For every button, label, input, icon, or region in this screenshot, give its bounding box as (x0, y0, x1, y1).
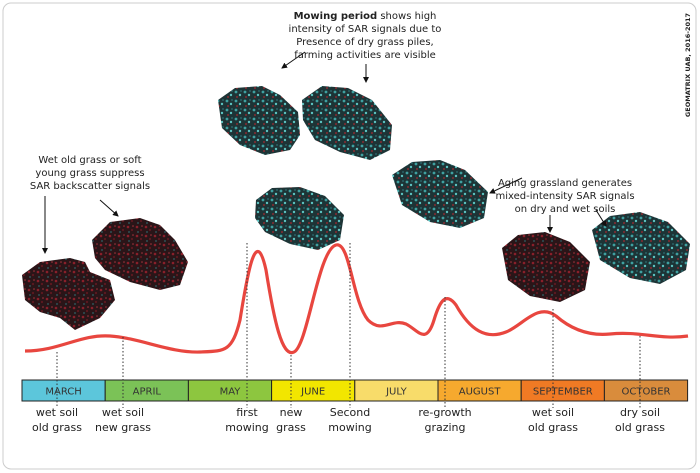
annotation-line: mixed-intensity SAR signals (495, 191, 634, 202)
stage-label: grass (276, 421, 306, 434)
annotation-line: shows high (377, 11, 436, 22)
month-label: JUNE (300, 387, 325, 398)
mowing-annotation: Mowing period shows high (294, 11, 437, 22)
stage-label: Second (330, 406, 370, 419)
stage-label: new grass (95, 421, 151, 434)
stage-label: old grass (528, 421, 578, 434)
stage-label: wet soil (36, 406, 78, 419)
annotation-line: Wet old grass or soft (38, 155, 141, 166)
stage-label: wet soil (102, 406, 144, 419)
annotation-line: young grass suppress (35, 168, 144, 179)
stage-label: grazing (424, 421, 465, 434)
stage-label: old grass (32, 421, 82, 434)
annotation-line: Presence of dry grass piles, (296, 37, 433, 48)
month-label: SEPTEMBER (533, 387, 593, 398)
month-label: MARCH (45, 387, 81, 398)
stage-label: wet soil (532, 406, 574, 419)
stage-label: re-growth (418, 406, 471, 419)
stage-label: mowing (328, 421, 371, 434)
month-label: OCTOBER (622, 387, 671, 398)
annotation-bold: Mowing period (294, 11, 378, 22)
stage-label: new (280, 406, 303, 419)
month-label: AUGUST (459, 387, 502, 398)
annotation-line: Aging grassland generates (498, 178, 632, 189)
stage-label: first (236, 406, 258, 419)
credit: GEOMATRIX UAB, 2016-2017 (684, 13, 692, 117)
month-label: JULY (385, 387, 408, 398)
stage-label: dry soil (620, 406, 660, 419)
annotation-line: farming activities are visible (294, 50, 436, 61)
annotation-line: on dry and wet soils (515, 204, 616, 215)
month-label: MAY (220, 387, 242, 398)
annotation-line: SAR backscatter signals (30, 181, 150, 192)
annotation-line: intensity of SAR signals due to (289, 24, 442, 35)
stage-label: old grass (615, 421, 665, 434)
month-label: APRIL (133, 387, 162, 398)
stage-label: mowing (225, 421, 268, 434)
infographic: GEOMATRIX UAB, 2016-2017 Mowing period s… (0, 0, 700, 473)
